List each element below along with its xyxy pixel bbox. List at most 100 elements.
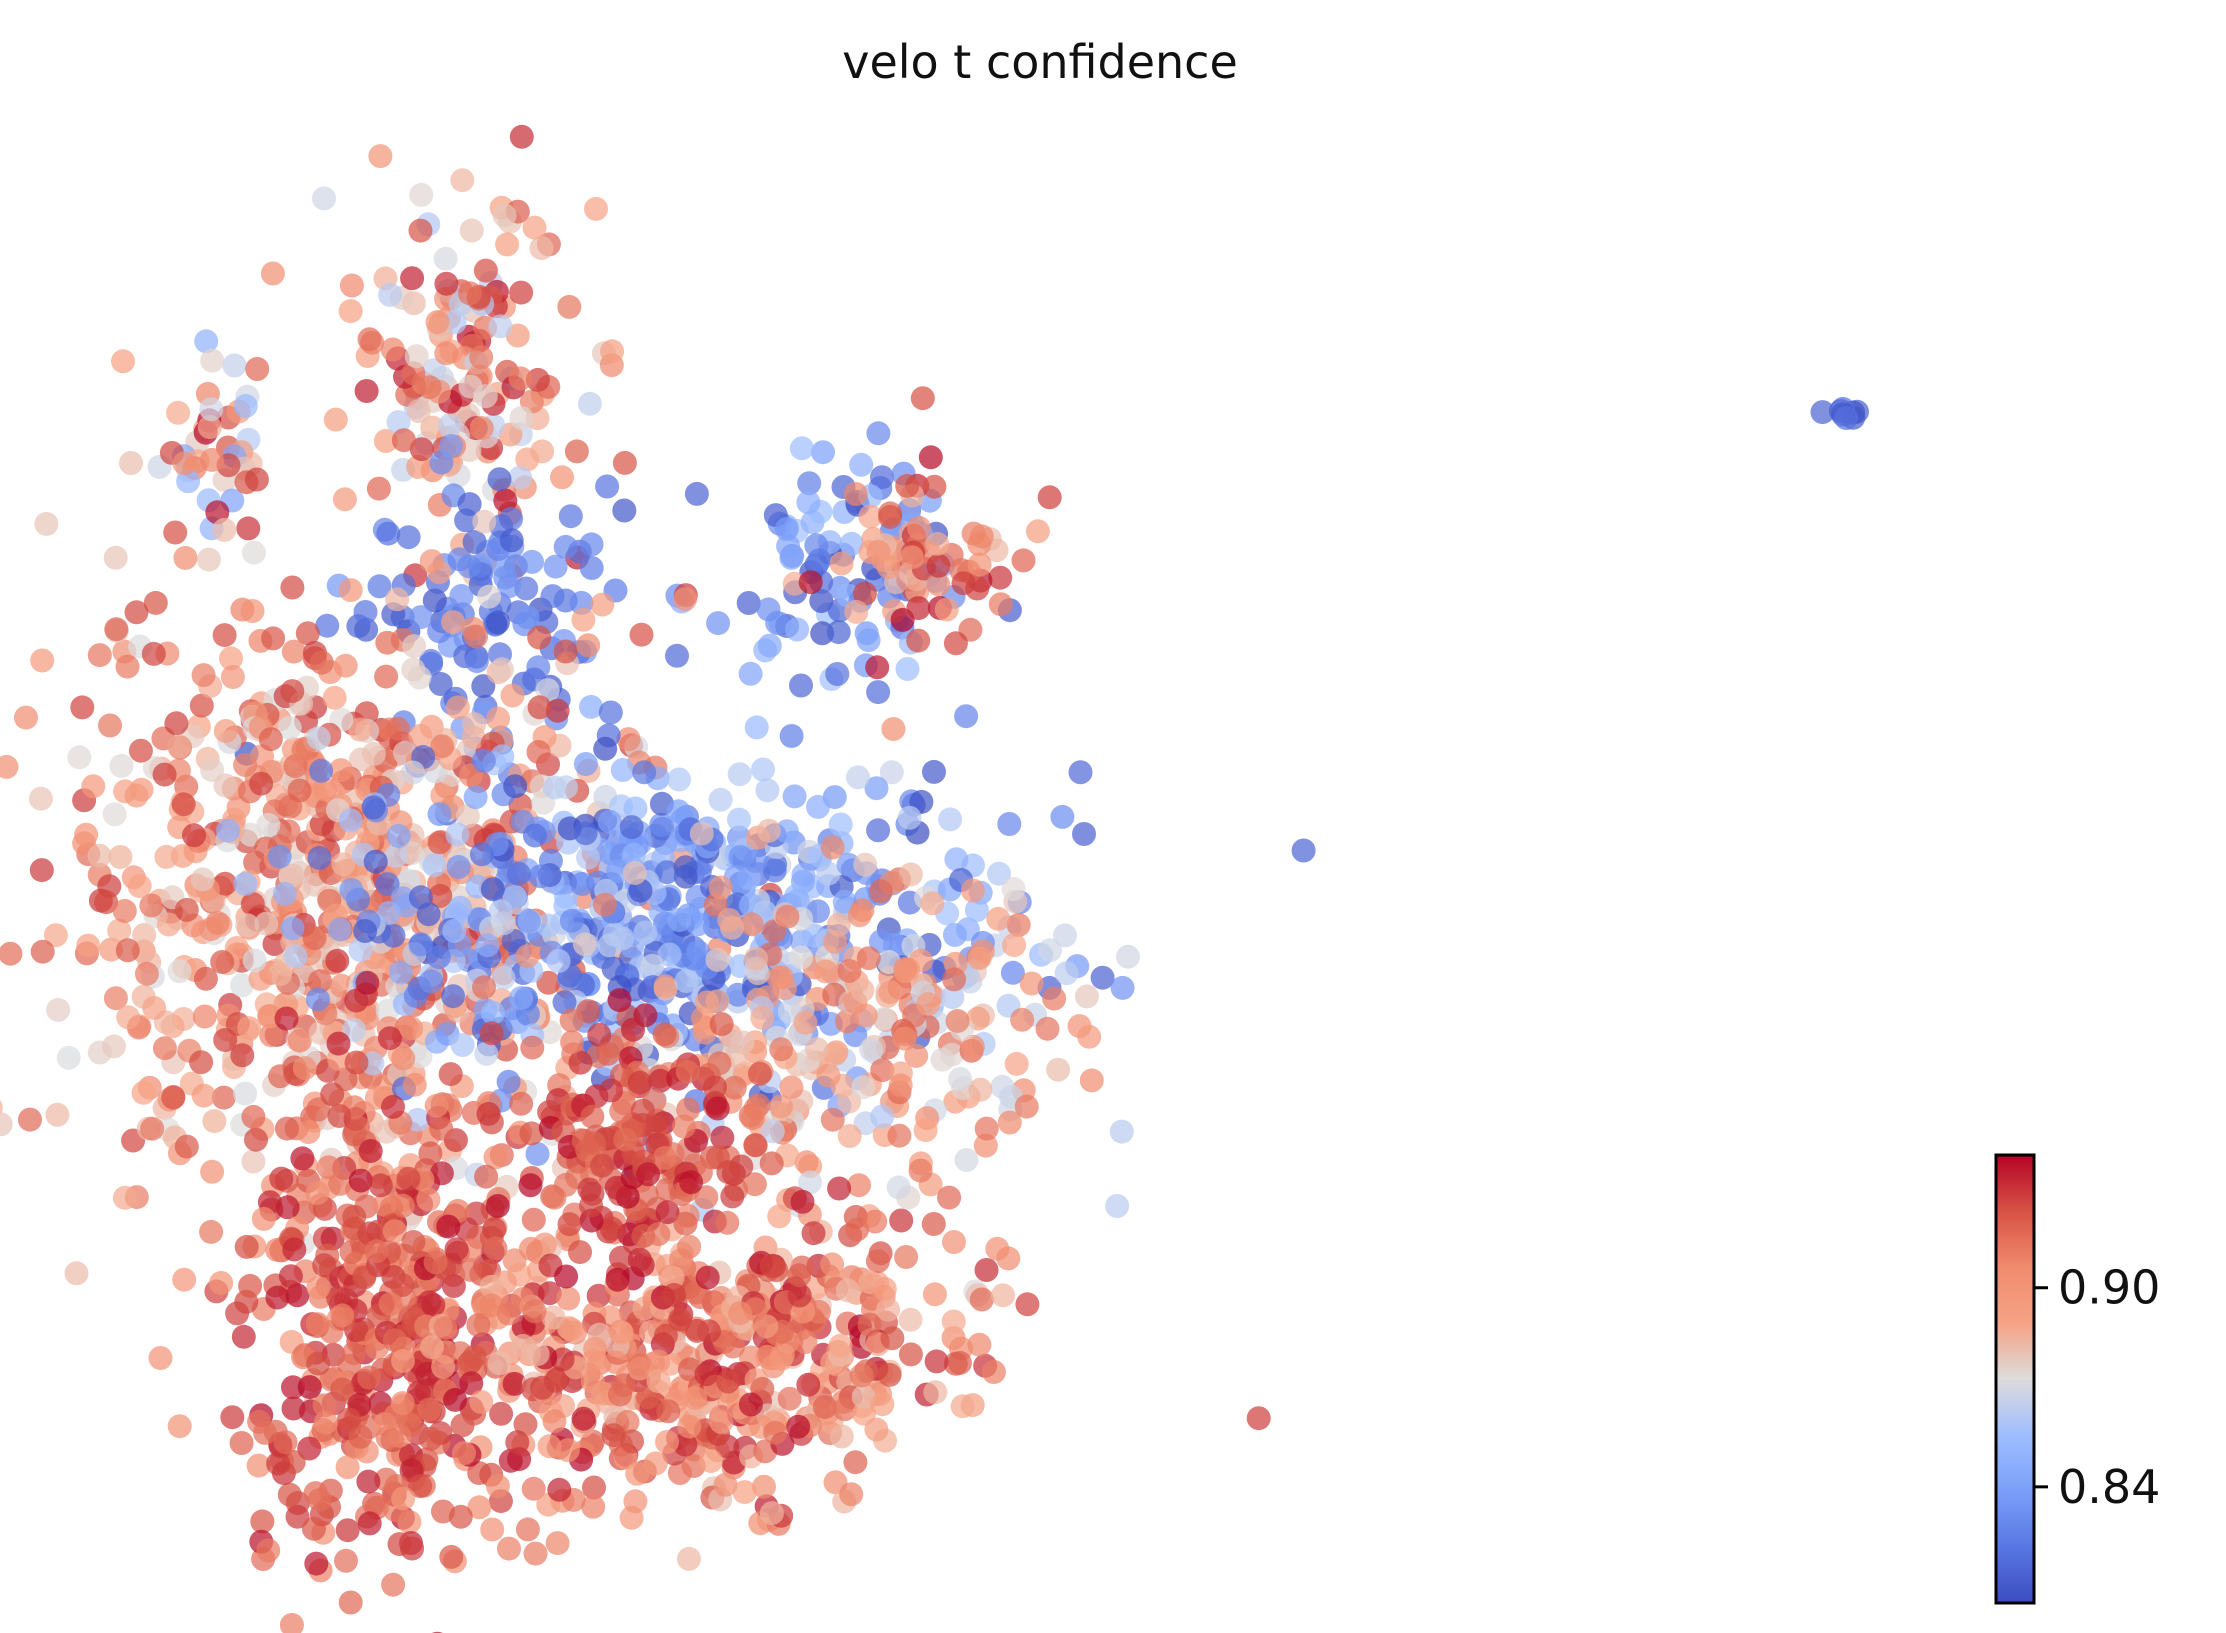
scatter-point — [433, 1315, 458, 1340]
scatter-point — [408, 218, 433, 243]
scatter-point — [18, 1107, 42, 1132]
scatter-point — [378, 282, 403, 307]
scatter-point — [523, 1541, 548, 1566]
scatter-point — [111, 349, 135, 374]
scatter-point — [887, 1123, 912, 1148]
scatter-point — [211, 1085, 236, 1110]
scatter-point — [787, 1263, 812, 1288]
scatter-point — [241, 1104, 266, 1129]
scatter-point — [368, 1173, 393, 1198]
scatter-point — [128, 738, 153, 763]
scatter-point — [428, 672, 453, 696]
scatter-point — [942, 1230, 966, 1254]
scatter-point — [508, 366, 533, 391]
scatter-point — [434, 271, 459, 296]
scatter-point — [256, 1538, 281, 1563]
scatter-point — [167, 959, 192, 984]
scatter-point — [396, 525, 421, 550]
scatter-point — [564, 439, 589, 464]
scatter-point — [246, 1453, 271, 1478]
scatter-point — [595, 474, 620, 499]
scatter-point — [231, 1324, 256, 1349]
scatter-point — [816, 1063, 841, 1088]
scatter-point — [434, 341, 459, 366]
colorbar-tick-label: 0.90 — [2058, 1261, 2160, 1315]
scatter-point — [509, 986, 534, 1010]
scatter-point — [1246, 1406, 1271, 1431]
scatter-point — [462, 530, 487, 554]
scatter-point — [479, 1021, 504, 1046]
scatter-point — [354, 617, 379, 642]
scatter-point — [0, 754, 19, 779]
scatter-point — [921, 1212, 946, 1236]
scatter-point — [476, 1101, 501, 1126]
scatter-point — [888, 1073, 913, 1098]
scatter-point — [281, 1375, 305, 1400]
scatter-point — [250, 1509, 275, 1534]
scatter-point — [439, 1544, 464, 1569]
scatter-point — [361, 795, 386, 820]
scatter-point — [807, 548, 832, 573]
scatter-point — [426, 945, 451, 970]
scatter-point — [777, 1386, 802, 1411]
scatter-point — [382, 1219, 407, 1244]
scatter-point — [774, 517, 799, 541]
scatter-point — [316, 1155, 341, 1180]
scatter-point — [554, 1264, 579, 1289]
scatter-point — [596, 1041, 620, 1066]
scatter-point — [209, 1271, 234, 1295]
scatter-point — [944, 847, 969, 872]
scatter-point — [376, 521, 401, 546]
scatter-point — [521, 1476, 546, 1501]
scatter-point — [474, 1041, 499, 1066]
scatter-point — [236, 516, 261, 541]
scatter-point — [683, 1386, 708, 1411]
scatter-point — [751, 757, 775, 782]
scatter-point — [743, 849, 768, 874]
scatter-point — [555, 1438, 580, 1463]
scatter-point — [254, 911, 279, 936]
scatter-point — [865, 655, 890, 680]
scatter-point — [636, 1162, 660, 1187]
scatter-point — [323, 407, 348, 432]
scatter-point — [609, 1099, 634, 1124]
scatter-point — [408, 1474, 433, 1499]
scatter-point — [448, 1504, 473, 1529]
scatter-point — [727, 762, 752, 787]
scatter-point — [837, 959, 862, 983]
scatter-point — [152, 762, 177, 787]
scatter-point — [235, 913, 260, 938]
scatter-point — [312, 186, 336, 211]
scatter-point — [553, 639, 578, 664]
scatter-point — [368, 144, 393, 169]
scatter-point — [241, 540, 266, 565]
scatter-point — [400, 760, 425, 785]
scatter-point — [398, 1412, 423, 1437]
scatter-point — [934, 597, 959, 622]
scatter-point — [14, 705, 38, 730]
scatter-point — [550, 465, 574, 490]
scatter-point — [302, 926, 327, 950]
scatter-point — [537, 1281, 562, 1306]
scatter-point — [375, 872, 400, 897]
scatter-point — [769, 1094, 793, 1119]
scatter-point — [662, 1282, 687, 1307]
scatter-point — [694, 1185, 719, 1210]
scatter-point — [30, 939, 55, 964]
scatter-point — [390, 1273, 415, 1297]
scatter-point — [870, 465, 894, 490]
scatter-point — [98, 713, 122, 738]
scatter-point — [172, 1267, 197, 1292]
scatter-point — [327, 1104, 352, 1128]
scatter-point — [390, 1193, 415, 1218]
scatter-point — [102, 1034, 126, 1059]
scatter-point — [744, 946, 768, 971]
scatter-point — [629, 622, 654, 647]
scatter-point — [759, 1151, 784, 1176]
scatter-point — [348, 938, 373, 962]
scatter-point — [820, 835, 845, 860]
scatter-point — [358, 1139, 383, 1163]
scatter-point — [904, 1043, 929, 1068]
scatter-point — [652, 1022, 677, 1047]
scatter-point — [820, 1252, 845, 1277]
